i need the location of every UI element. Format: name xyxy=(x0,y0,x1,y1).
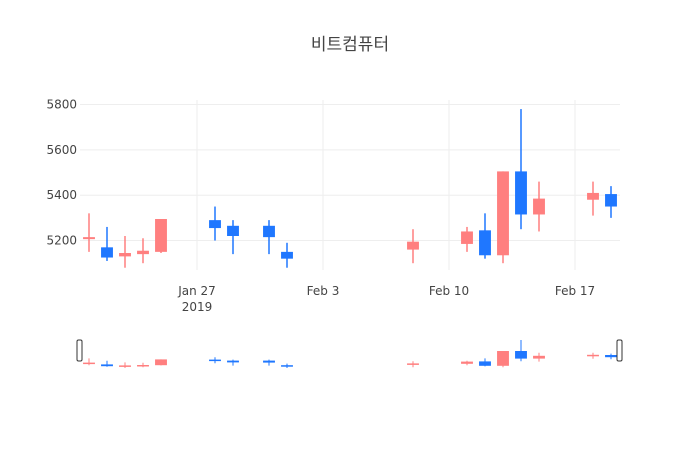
candle-body xyxy=(227,225,239,236)
slider-candle xyxy=(407,361,419,368)
candle-increasing xyxy=(497,171,509,264)
slider-candle xyxy=(515,340,527,362)
x-tick-sublabel: 2019 xyxy=(182,300,213,314)
candle-body xyxy=(461,231,473,244)
candle-body xyxy=(515,171,527,215)
slider-candle-body xyxy=(497,351,509,366)
slider-candle xyxy=(263,359,275,366)
x-axis-ticks: Jan 27 2019 Feb 3 Feb 10 Feb 17 xyxy=(177,284,595,314)
slider-candle-body xyxy=(83,362,95,365)
slider-candle xyxy=(587,352,599,359)
grid xyxy=(80,100,620,270)
candle-body xyxy=(479,230,491,256)
candle-body xyxy=(605,194,617,207)
candle-body xyxy=(83,237,95,240)
slider-candle xyxy=(497,351,509,368)
slider-candle-body xyxy=(407,363,419,365)
slider-candle xyxy=(281,363,293,368)
slider-candle-body xyxy=(461,361,473,364)
slider-handle-left[interactable] xyxy=(76,339,83,362)
slider-candle-body xyxy=(263,360,275,363)
candle-body xyxy=(155,219,167,252)
slider-candle xyxy=(533,352,545,362)
chart-title: 비트컴퓨터 xyxy=(311,35,389,55)
candle-decreasing xyxy=(101,226,113,261)
slider-candle-body xyxy=(101,364,113,367)
y-tick-label: 5800 xyxy=(46,98,77,112)
slider-candle-body xyxy=(209,359,221,362)
candle-increasing xyxy=(587,181,599,216)
slider-candle xyxy=(83,358,95,366)
slider-candle-body xyxy=(281,365,293,367)
slider-candle-body xyxy=(155,359,167,366)
candle-body xyxy=(263,225,275,238)
slider-candle xyxy=(479,358,491,367)
y-tick-label: 5200 xyxy=(46,234,77,248)
candle-decreasing xyxy=(263,220,275,255)
candle-increasing xyxy=(533,181,545,232)
y-tick-label: 5600 xyxy=(46,143,77,157)
candle-increasing xyxy=(137,238,149,264)
candle-body xyxy=(137,250,149,255)
x-tick-label: Feb 10 xyxy=(429,284,469,298)
candle-increasing xyxy=(461,226,473,252)
candle-decreasing xyxy=(515,109,527,230)
slider-candle-body xyxy=(227,360,239,363)
candle-body xyxy=(281,251,293,259)
candle-body xyxy=(407,241,419,250)
slider-candle xyxy=(461,360,473,366)
slider-handle-right[interactable] xyxy=(616,339,623,362)
x-tick-label: Jan 27 xyxy=(177,284,216,298)
slider-candle-body xyxy=(605,355,617,358)
slider-candle xyxy=(137,362,149,368)
slider-candle-body xyxy=(479,361,491,366)
slider-candle xyxy=(605,353,617,360)
candle-increasing xyxy=(155,219,167,253)
candle-decreasing xyxy=(209,206,221,241)
candle-decreasing xyxy=(281,242,293,268)
candle-decreasing xyxy=(479,213,491,259)
candle-body xyxy=(101,247,113,258)
candle-increasing xyxy=(83,213,95,252)
candle-increasing xyxy=(407,229,419,264)
candle-body xyxy=(587,192,599,200)
slider-candle-body xyxy=(587,354,599,357)
slider-candle xyxy=(101,360,113,367)
slider-candle-body xyxy=(137,365,149,367)
candle-body xyxy=(209,220,221,229)
x-tick-label: Feb 3 xyxy=(307,284,340,298)
candle-decreasing xyxy=(605,186,617,218)
slider-candle xyxy=(119,362,131,368)
slider-candle xyxy=(209,357,221,364)
slider-candle-body xyxy=(119,365,131,367)
candle-body xyxy=(119,253,131,257)
candle-body xyxy=(497,171,509,256)
candle-body xyxy=(533,198,545,215)
slider-candle xyxy=(227,359,239,366)
candle-increasing xyxy=(119,236,131,268)
candle-decreasing xyxy=(227,220,239,255)
x-tick-label: Feb 17 xyxy=(555,284,595,298)
range-slider[interactable] xyxy=(76,339,623,368)
slider-candle xyxy=(155,359,167,366)
slider-candle-body xyxy=(515,351,527,359)
candles xyxy=(83,109,617,268)
y-tick-label: 5400 xyxy=(46,188,77,202)
slider-candle-body xyxy=(533,355,545,359)
y-axis-ticks: 5200 5400 5600 5800 xyxy=(46,98,77,248)
